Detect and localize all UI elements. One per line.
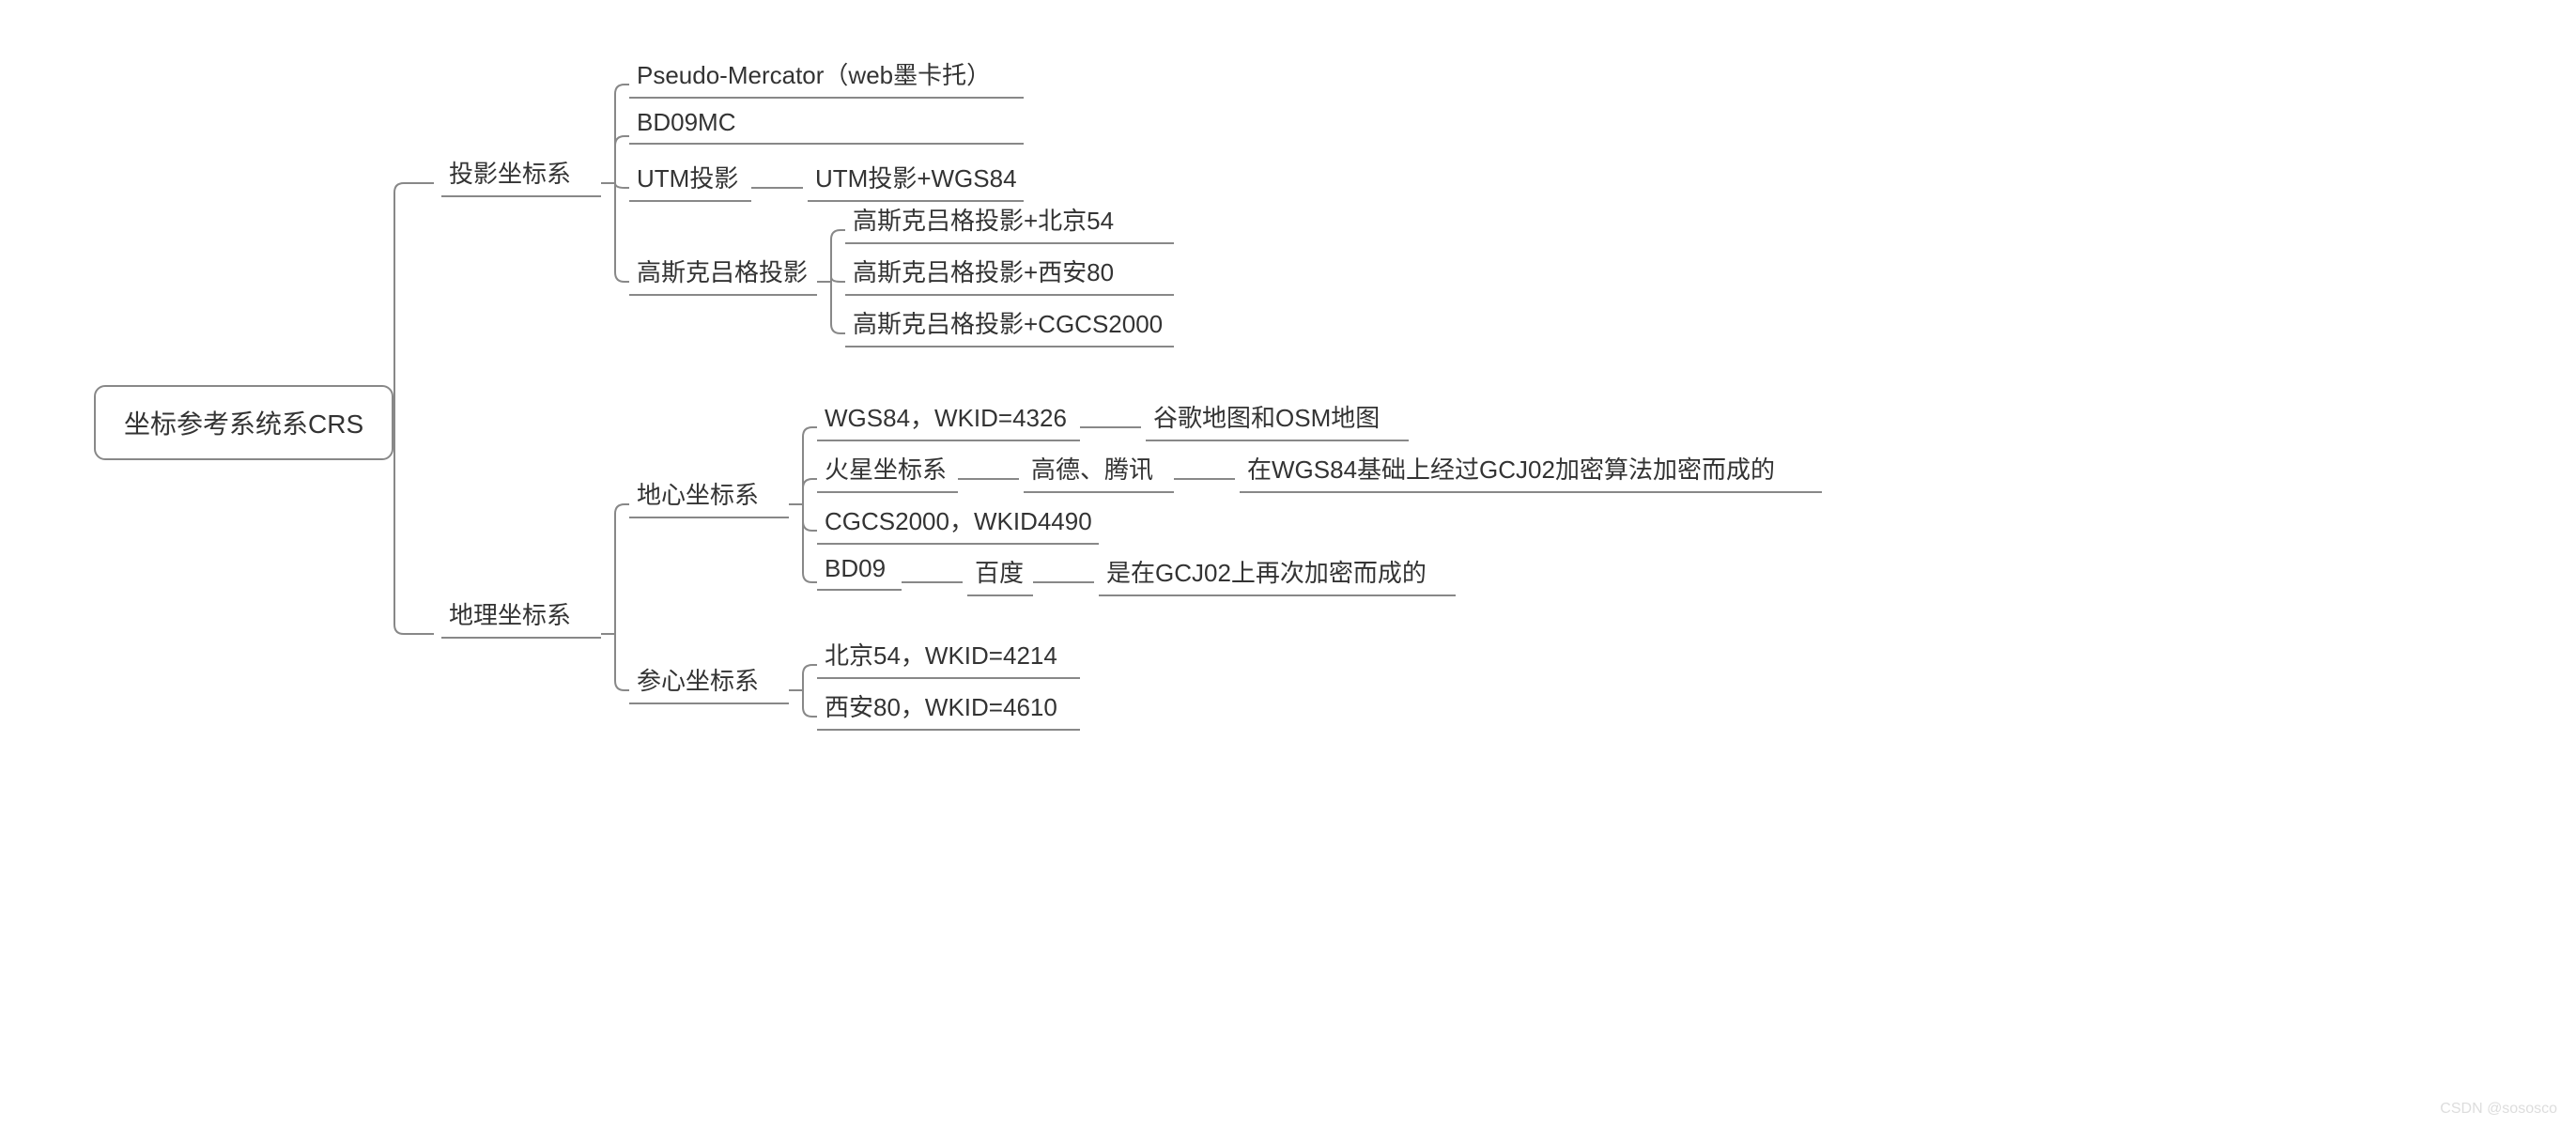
node-mars-note1: 高德、腾讯 [1024, 451, 1174, 493]
node-gauss-xian80: 高斯克吕格投影+西安80 [845, 254, 1174, 296]
node-gauss-beijing54: 高斯克吕格投影+北京54 [845, 202, 1174, 244]
node-cgcs2000: CGCS2000，WKID4490 [817, 502, 1099, 545]
node-param-crs: 参心坐标系 [629, 662, 789, 704]
node-xian80: 西安80，WKID=4610 [817, 688, 1080, 731]
node-utm-wgs84-note: UTM投影+WGS84 [808, 160, 1024, 202]
node-bd09-note2: 是在GCJ02上再次加密而成的 [1099, 554, 1456, 596]
node-pseudo-mercator: Pseudo-Mercator（web墨卡托） [629, 56, 1024, 99]
node-projection-crs: 投影坐标系 [441, 155, 601, 197]
node-bd09-note1: 百度 [967, 554, 1033, 596]
node-mars-crs: 火星坐标系 [817, 451, 958, 493]
node-geographic-crs: 地理坐标系 [441, 596, 601, 639]
node-geocentric-crs: 地心坐标系 [629, 476, 789, 518]
node-beijing54: 北京54，WKID=4214 [817, 637, 1080, 679]
watermark: CSDN @sososco [2440, 1101, 2557, 1118]
node-gauss-kruger: 高斯克吕格投影 [629, 254, 817, 296]
node-utm-projection: UTM投影 [629, 160, 751, 202]
node-mars-note2: 在WGS84基础上经过GCJ02加密算法加密而成的 [1240, 451, 1822, 493]
node-gauss-cgcs2000: 高斯克吕格投影+CGCS2000 [845, 305, 1174, 347]
node-wgs84: WGS84，WKID=4326 [817, 399, 1080, 441]
node-wgs84-note: 谷歌地图和OSM地图 [1146, 399, 1409, 441]
node-bd09: BD09 [817, 554, 902, 591]
root-node: 坐标参考系统系CRS [94, 385, 393, 460]
node-bd09mc: BD09MC [629, 108, 1024, 145]
